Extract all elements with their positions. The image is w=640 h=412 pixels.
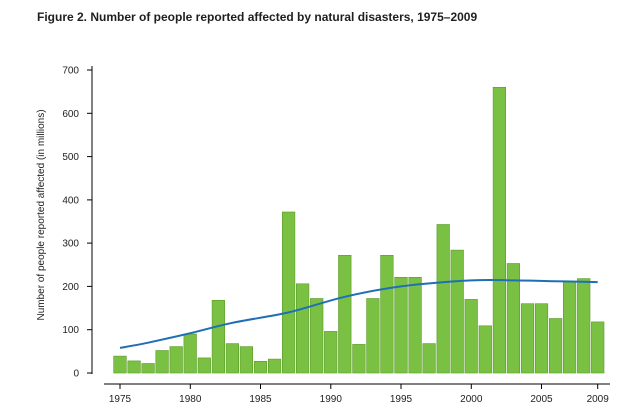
bar	[267, 358, 282, 374]
bar	[591, 321, 605, 374]
bar	[338, 255, 352, 374]
bar	[352, 344, 366, 374]
y-tick-label: 300	[62, 239, 79, 250]
bar	[253, 360, 268, 374]
bar	[113, 355, 127, 374]
bar	[548, 318, 563, 374]
x-tick-label: 1995	[390, 394, 413, 405]
bar	[211, 299, 226, 374]
y-tick-label: 200	[62, 282, 79, 293]
bar	[562, 281, 577, 374]
bar	[281, 211, 296, 374]
bar	[155, 350, 169, 374]
y-tick-label: 700	[62, 66, 79, 77]
bar	[408, 276, 422, 374]
bar	[534, 303, 549, 374]
x-tick-label: 1985	[249, 394, 272, 405]
y-tick-label: 100	[62, 325, 79, 336]
bar	[394, 276, 408, 374]
bar	[141, 363, 155, 374]
y-tick-label: 400	[62, 195, 79, 206]
bar	[366, 298, 380, 374]
bar-series	[113, 87, 605, 374]
bar	[492, 87, 507, 374]
bar	[520, 303, 535, 374]
bar	[577, 278, 591, 374]
bar	[380, 255, 394, 374]
bar	[310, 298, 324, 374]
y-tick-label: 600	[62, 109, 79, 120]
bar	[450, 249, 464, 374]
bar	[436, 224, 450, 374]
bar	[295, 283, 310, 374]
x-ticks: 1975 1980 1985 1990 1995 2000 2005 2009	[109, 384, 609, 405]
y-tick-label: 0	[73, 369, 79, 380]
x-tick-label: 1990	[320, 394, 343, 405]
bar	[478, 325, 492, 374]
bar	[169, 346, 183, 374]
trend-line	[119, 278, 598, 349]
y-ticks: 0 100 200 300 400 500 600 700	[62, 66, 92, 380]
x-tick-label: 2005	[530, 394, 553, 405]
x-tick-label: 1980	[179, 394, 202, 405]
bar	[422, 343, 436, 374]
bar	[464, 299, 478, 374]
bar	[183, 333, 197, 374]
bar	[127, 360, 141, 374]
x-tick-label: 2000	[460, 394, 483, 405]
x-tick-label: 1975	[109, 394, 132, 405]
bar	[506, 263, 521, 374]
bar	[324, 331, 338, 374]
bar	[239, 346, 254, 374]
bar	[225, 343, 240, 374]
y-tick-label: 500	[62, 152, 79, 163]
x-tick-label: 2009	[587, 394, 610, 405]
bar	[197, 357, 211, 374]
chart-title: Figure 2. Number of people reported affe…	[37, 10, 478, 24]
y-axis-label: Number of people reported affected (in m…	[36, 109, 47, 320]
